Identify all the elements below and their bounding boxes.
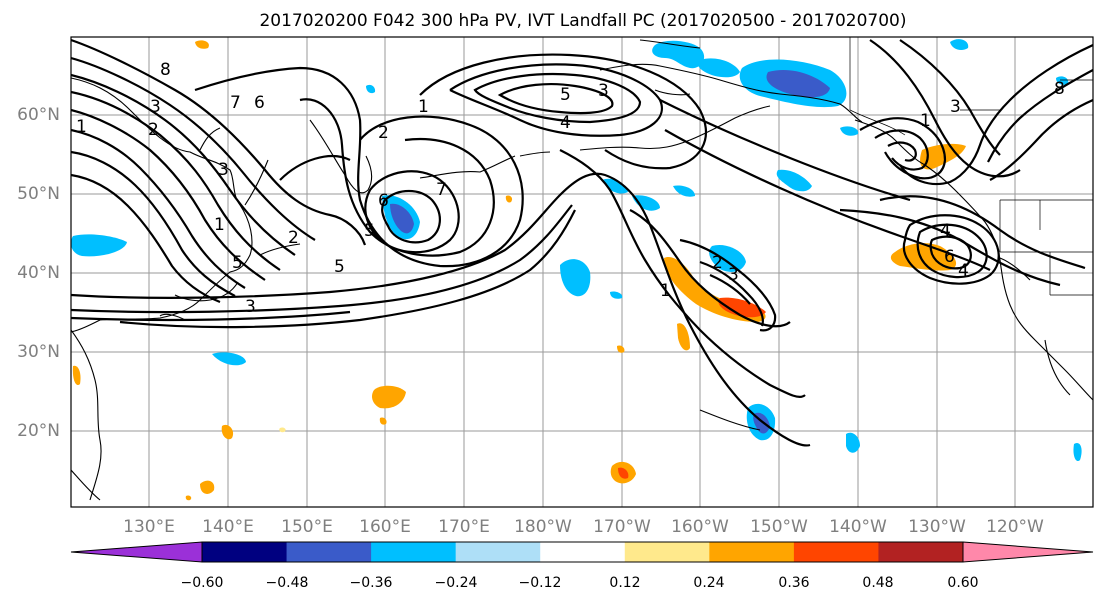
contour-label: 6 [378,191,389,211]
contour-label: 8 [160,60,171,80]
contour-label: 4 [940,221,951,241]
colorbar-segment [709,542,795,562]
contour-label: 2 [712,253,723,273]
colorbar-extension-low [70,541,203,563]
colorbar-outline [201,541,964,563]
contour-label: 3 [150,97,161,117]
colorbar-label: −0.36 [350,575,393,591]
contour-label: 5 [364,221,375,241]
colorbar-label: 0.60 [947,575,978,591]
contour-label: 3 [950,97,961,117]
contour-label: 6 [944,247,955,267]
colorbar-label: −0.48 [266,575,309,591]
longitude-label: 160°E [359,517,411,537]
contour-label: 1 [76,117,87,137]
contour-label: 1 [660,281,671,301]
contour-label: 5 [232,253,243,273]
contour-labels: 8 7 6 3 2 1 3 1 2 5 3 7 6 5 5 3 5 4 2 1 … [76,60,1065,317]
contour-label: 2 [378,123,389,143]
colorbar-segment [793,542,879,562]
colorbar-extension-high [962,541,1094,563]
negative-shading [71,39,1082,462]
latitude-label: 30°N [17,342,60,362]
longitude-label: 150°W [750,517,808,537]
map-area: 8 7 6 3 2 1 3 1 2 5 3 7 6 5 5 3 5 4 2 1 … [71,37,1093,507]
contour-label: 3 [728,265,739,285]
colorbar-segment [202,542,288,562]
colorbar-label: −0.12 [519,575,562,591]
colorbar-label: −0.24 [435,575,478,591]
colorbar-labels: −0.60 −0.48 −0.36 −0.24 −0.12 0.12 0.24 … [181,575,979,591]
longitude-labels: 130°E 140°E 150°E 160°E 170°E 180°W 170°… [123,517,1044,537]
map-frame [70,36,1094,508]
colorbar-label: 0.36 [778,575,809,591]
colorbar-segment [878,542,964,562]
contour-label: 4 [560,113,571,133]
contour-label: 6 [254,93,265,113]
contour-label: 7 [230,93,241,113]
longitude-label: 150°E [281,517,333,537]
contour-label: 5 [560,85,571,105]
contour-label: 4 [958,261,969,281]
contour-label: 7 [436,180,447,200]
latitude-label: 60°N [17,105,60,125]
contour-label: 8 [1054,79,1065,99]
colorbar: −0.60 −0.48 −0.36 −0.24 −0.12 0.12 0.24 … [70,541,1094,591]
latitude-label: 50°N [17,184,60,204]
colorbar-segments [70,541,1094,563]
longitude-label: 160°W [671,517,729,537]
longitude-label: 170°E [438,517,490,537]
longitude-label: 130°E [123,517,175,537]
colorbar-segment [455,542,541,562]
contour-label: 1 [214,215,225,235]
colorbar-label: 0.48 [862,575,893,591]
contour-label: 3 [245,297,256,317]
contour-label: 2 [148,120,159,140]
colorbar-segment [286,542,372,562]
contour-label: 1 [920,111,931,131]
contour-label: 3 [598,81,609,101]
longitude-label: 140°W [829,517,887,537]
colorbar-label: 0.24 [693,575,724,591]
colorbar-segment [540,542,626,562]
longitude-label: 140°E [202,517,254,537]
colorbar-label: 0.12 [609,575,640,591]
latitude-label: 40°N [17,263,60,283]
ivt-contours [71,38,1093,447]
colorbar-segment [624,542,710,562]
colorbar-segment [371,542,457,562]
longitude-label: 130°W [908,517,966,537]
contour-label: 3 [218,160,229,180]
latitude-label: 20°N [17,421,60,441]
colorbar-label: −0.60 [181,575,224,591]
longitude-label: 120°W [986,517,1044,537]
longitude-label: 180°W [514,517,572,537]
contour-label: 2 [288,228,299,248]
longitude-label: 170°W [593,517,651,537]
map-title: 2017020200 F042 300 hPa PV, IVT Landfall… [259,11,906,31]
contour-label: 5 [334,257,345,277]
latitude-labels: 60°N 50°N 40°N 30°N 20°N [17,105,60,441]
contour-label: 1 [418,97,429,117]
